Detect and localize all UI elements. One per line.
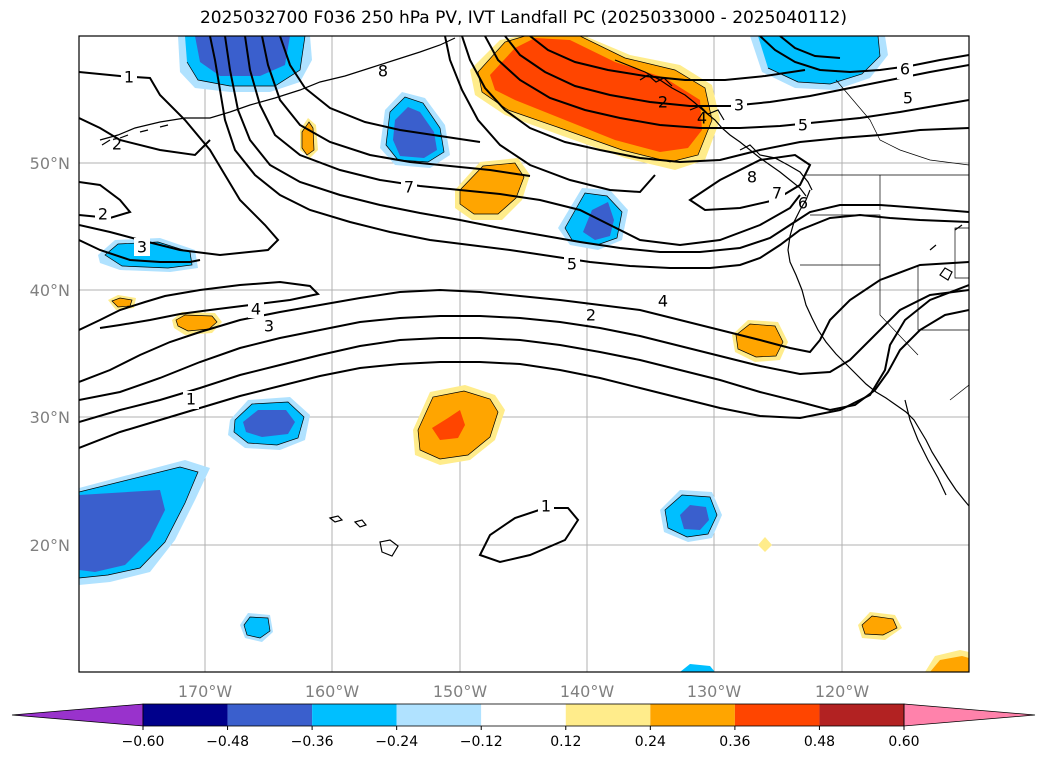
- colorbar-segment: [819, 704, 904, 726]
- contour-label: 3: [137, 238, 147, 257]
- negative-anomalies: [79, 36, 888, 672]
- contour-label: 4: [658, 292, 668, 311]
- contour-label: 3: [734, 96, 744, 115]
- contour-labels: 1 2 3 4 3 1 7 5 4 2 1 6 5 5: [95, 60, 916, 516]
- map-title: 2025032700 F036 250 hPa PV, IVT Landfall…: [199, 8, 847, 28]
- contour-label: 1: [124, 68, 134, 87]
- contour-label: 1: [541, 497, 551, 516]
- contour-label: 7: [404, 178, 414, 197]
- contour-label: 3: [264, 317, 274, 336]
- map-frame: [78, 35, 970, 673]
- coastlines: [99, 37, 969, 557]
- colorbar-frame: [142, 703, 905, 727]
- colorbar-tick-label: −0.60: [122, 734, 165, 750]
- colorbar: −0.60 −0.48 −0.36 −0.24 −0.12 0.12 0.24 0.36 0.4…: [11, 703, 1036, 750]
- lat-label: 50°N: [30, 154, 70, 173]
- contour-label: 7: [772, 184, 782, 203]
- colorbar-tick-label: −0.12: [460, 734, 503, 750]
- borders: [800, 79, 969, 401]
- contour-label: 2: [112, 135, 122, 154]
- contour-label: 6: [798, 194, 808, 213]
- graticule: [79, 36, 969, 672]
- colorbar-extend-low: [11, 703, 144, 727]
- colorbar-segment: [565, 704, 651, 726]
- lat-label: 20°N: [30, 536, 70, 555]
- contour-label: 5: [567, 255, 577, 274]
- colorbar-segment: [143, 704, 228, 726]
- contour-label: 2: [98, 205, 108, 224]
- lon-label: 150°W: [433, 682, 488, 701]
- contour-label: 1: [186, 390, 196, 409]
- longitude-labels: 170°W 160°W 150°W 140°W 130°W 120°W: [178, 682, 870, 701]
- contour-label: 4: [697, 109, 707, 128]
- colorbar-segment: [396, 704, 482, 726]
- colorbar-tick-label: −0.24: [375, 734, 418, 750]
- lon-label: 160°W: [305, 682, 360, 701]
- colorbar-segment: [650, 704, 735, 726]
- colorbar-segment: [481, 704, 566, 726]
- map-area: [79, 36, 969, 672]
- lon-label: 170°W: [178, 682, 233, 701]
- colorbar-tick-label: 0.24: [635, 734, 666, 750]
- contour-label: 2: [658, 93, 668, 112]
- contour-label: 5: [798, 116, 808, 135]
- colorbar-tick-label: −0.48: [206, 734, 249, 750]
- colorbar-segment: [312, 704, 397, 726]
- colorbar-tick-label: 0.36: [719, 734, 750, 750]
- lat-label: 40°N: [30, 281, 70, 300]
- colorbar-segment: [734, 704, 820, 726]
- contour-label: 6: [900, 60, 910, 79]
- colorbar-tick-label: −0.36: [291, 734, 334, 750]
- colorbar-tick-label: 0.48: [804, 734, 835, 750]
- colorbar-tick-label: 0.60: [888, 734, 919, 750]
- contour-label: 2: [586, 306, 596, 325]
- colorbar-extend-high: [903, 703, 1036, 727]
- map-content: 1 2 3 4 3 1 7 5 4 2 1 6 5 5: [79, 36, 969, 672]
- contour-label: 5: [903, 89, 913, 108]
- lon-label: 130°W: [687, 682, 742, 701]
- colorbar-segment: [227, 704, 313, 726]
- contour-label: 8: [378, 62, 388, 81]
- contour-label: 4: [251, 300, 261, 319]
- colorbar-tick-label: 0.12: [550, 734, 581, 750]
- lon-label: 140°W: [560, 682, 615, 701]
- lat-label: 30°N: [30, 408, 70, 427]
- contour-label: 8: [747, 168, 757, 187]
- lon-label: 120°W: [815, 682, 870, 701]
- latitude-labels: 50°N 40°N 30°N 20°N: [30, 154, 70, 555]
- anomaly-outlines: [79, 36, 898, 639]
- pv-contours: [79, 36, 969, 564]
